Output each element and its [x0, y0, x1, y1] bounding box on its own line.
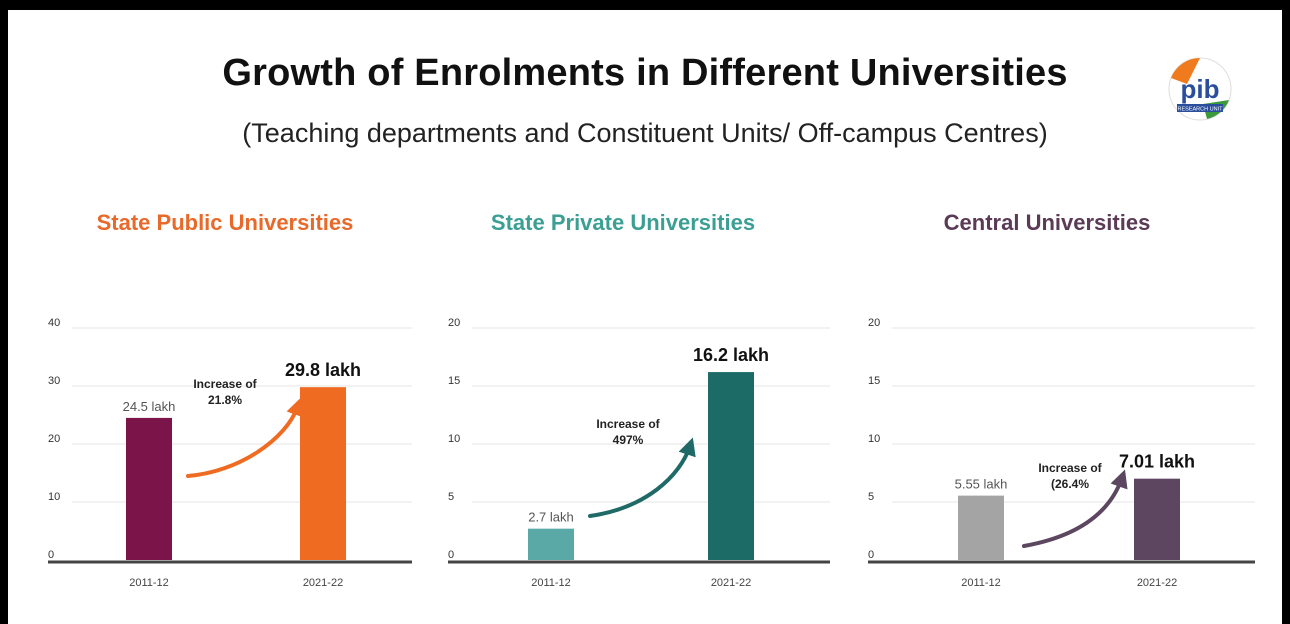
x-tick-label: 2021-22 [1137, 577, 1177, 589]
x-tick-label: 2011-12 [961, 577, 1001, 589]
logo-text: pib [1181, 74, 1220, 104]
data-label: 5.55 lakh [955, 477, 1008, 492]
y-tick-label: 30 [48, 375, 60, 387]
logo-subtext: RESEARCH UNIT [1178, 107, 1224, 113]
x-tick-label: 2011-12 [129, 577, 169, 589]
y-tick-label: 5 [868, 491, 874, 503]
data-label: 2.7 lakh [528, 510, 574, 525]
bar-2021-22 [300, 387, 346, 560]
y-tick-label: 10 [868, 433, 880, 445]
bar-2011-12 [126, 417, 172, 560]
data-label: 24.5 lakh [123, 399, 176, 414]
y-tick-label: 20 [448, 317, 460, 329]
bar-2011-12 [958, 495, 1004, 560]
y-tick-label: 0 [448, 549, 454, 561]
y-tick-label: 15 [868, 375, 880, 387]
increase-arrow [1022, 469, 1128, 548]
chart-central: 0 5 10 15 20 5.55 lakh 2011-12 7.01 lakh 2021-22… [868, 317, 1255, 589]
y-tick-label: 20 [48, 433, 60, 445]
y-tick-label: 10 [448, 433, 460, 445]
pib-logo: pib RESEARCH UNIT [1168, 57, 1232, 121]
x-tick-label: 2021-22 [711, 577, 751, 589]
annotation-line-1: Increase of [1038, 461, 1102, 475]
chart-state-private: 0 5 10 15 20 2.7 lakh 2011-12 16.2 lakh 2021-22 I… [448, 317, 830, 589]
page-subtitle: (Teaching departments and Constituent Un… [242, 118, 1048, 148]
y-tick-label: 15 [448, 375, 460, 387]
chart-title-central: Central Universities [943, 210, 1151, 235]
chart-title-state-private: State Private Universities [490, 210, 756, 235]
increase-arrow [186, 397, 304, 478]
x-tick-label: 2011-12 [531, 577, 571, 589]
page-title: Growth of Enrolments in Different Univer… [222, 52, 1068, 94]
y-tick-label: 5 [448, 491, 454, 503]
data-label: 29.8 lakh [285, 360, 361, 380]
infographic-canvas [8, 10, 1282, 624]
y-tick-label: 40 [48, 317, 60, 329]
chart-state-public: 0 10 20 30 40 24.5 lakh 2011-12 29.8 lakh 2021-2… [48, 317, 412, 589]
annotation-line-2: (26.4% [1051, 477, 1089, 491]
bar-2021-22 [1134, 478, 1180, 560]
x-tick-label: 2021-22 [303, 577, 343, 589]
y-tick-label: 0 [868, 549, 874, 561]
bar-2021-22 [708, 372, 754, 560]
data-label: 7.01 lakh [1119, 452, 1195, 472]
increase-arrow [588, 437, 696, 518]
annotation-line-2: 497% [613, 433, 644, 447]
data-label: 16.2 lakh [693, 345, 769, 365]
annotation-line-1: Increase of [193, 377, 257, 391]
y-tick-label: 20 [868, 317, 880, 329]
annotation-line-2: 21.8% [208, 393, 242, 407]
y-tick-label: 10 [48, 491, 60, 503]
bar-2011-12 [528, 528, 574, 560]
annotation-line-1: Increase of [596, 417, 660, 431]
y-tick-label: 0 [48, 549, 54, 561]
chart-title-state-public: State Public Universities [96, 210, 354, 235]
